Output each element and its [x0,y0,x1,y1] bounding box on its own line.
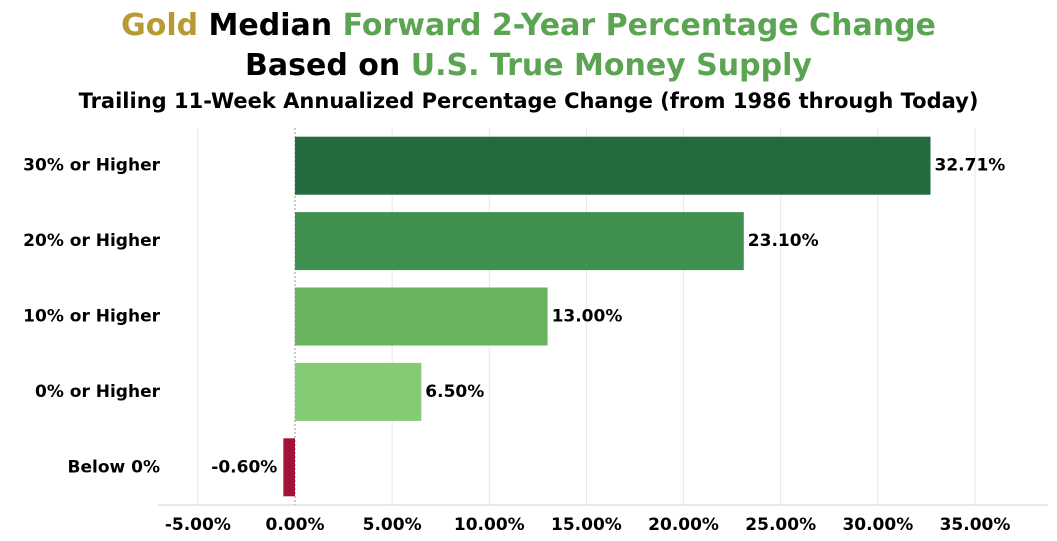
chart-subtitle: Trailing 11-Week Annualized Percentage C… [78,89,979,113]
category-label: Below 0% [68,457,160,477]
x-tick-label: 0.00% [266,515,325,535]
value-label: 6.50% [425,382,484,402]
category-label: 20% or Higher [23,231,160,251]
x-tick-label: -5.00% [165,515,231,535]
x-tick-label: 35.00% [940,515,1011,535]
value-label: 13.00% [552,307,623,327]
chart-title-line-1: Gold Median Forward 2-Year Percentage Ch… [0,8,1057,43]
title-based-on: Based on [245,48,401,83]
bar-5 [283,438,295,497]
bar-4 [295,362,422,421]
title-forward-change: Forward 2-Year Percentage Change [342,8,936,43]
title-median-word: Median [208,8,333,43]
x-tick-label: 20.00% [648,515,719,535]
value-label: 23.10% [748,231,819,251]
bar-2 [295,212,744,271]
category-label: 10% or Higher [23,307,160,327]
x-tick-label: 5.00% [363,515,422,535]
title-gold-word: Gold [121,8,199,43]
category-label: 30% or Higher [23,156,160,176]
x-tick-label: 30.00% [842,515,913,535]
x-tick-label: 15.00% [551,515,622,535]
value-label: 32.71% [935,156,1006,176]
value-label: -0.60% [211,457,277,477]
chart-title-line-2: Based on U.S. True Money Supply [0,48,1057,83]
x-tick-label: 25.00% [745,515,816,535]
x-tick-label: 10.00% [454,515,525,535]
bar-3 [295,287,548,346]
bar-1 [295,136,931,195]
category-label: 0% or Higher [35,382,161,402]
title-money-supply: U.S. True Money Supply [410,48,812,83]
